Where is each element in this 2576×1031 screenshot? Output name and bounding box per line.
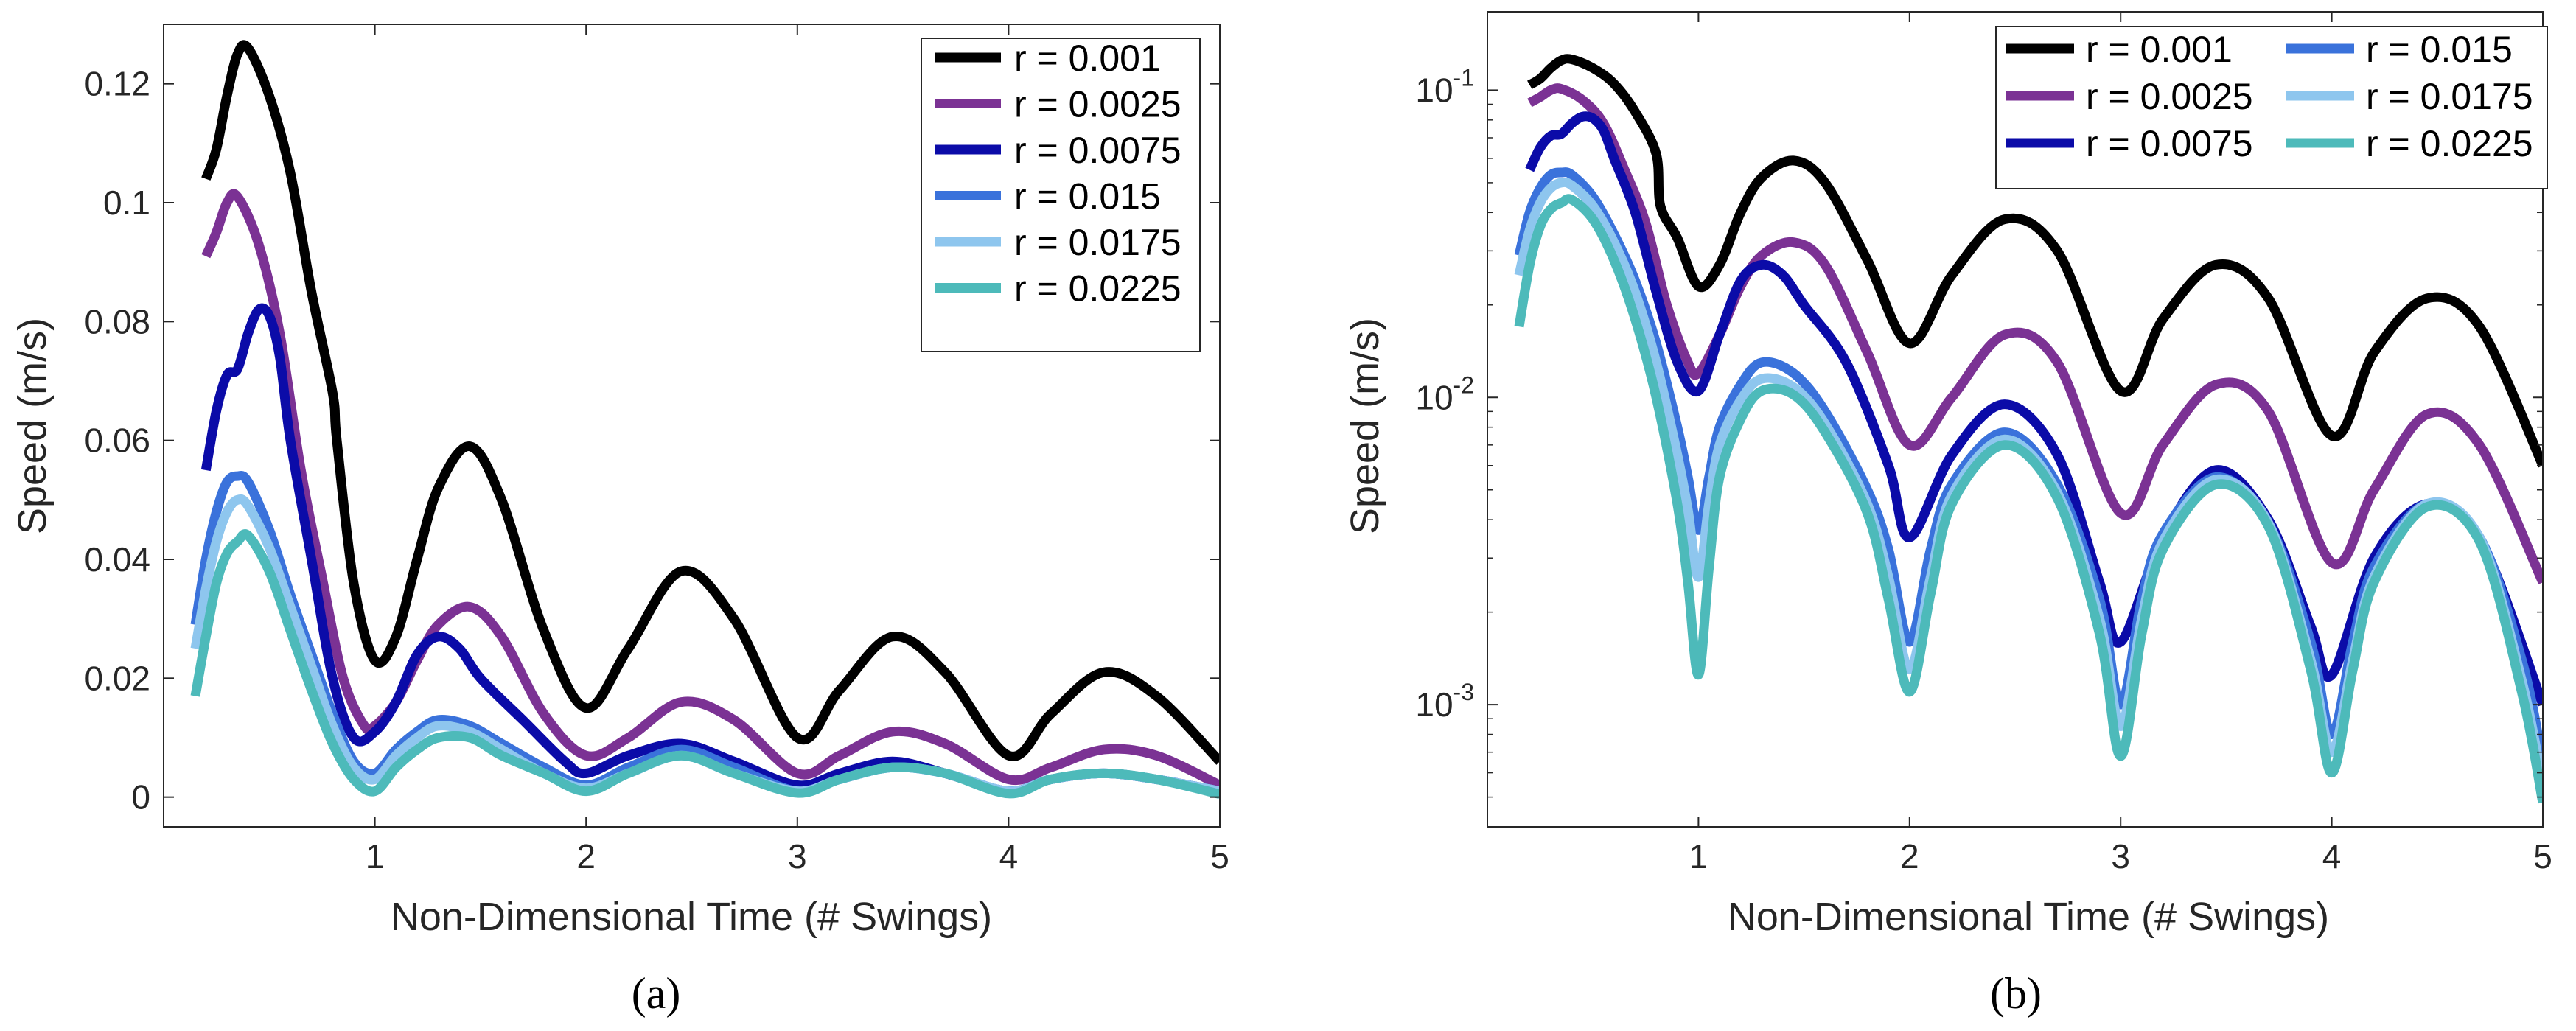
y-tick-label-a: 0 — [131, 778, 150, 817]
x-tick-label-b: 3 — [2111, 837, 2130, 876]
y-ticks-b: 10-3 10-2 10-1 — [1415, 64, 2543, 828]
chart-panel-a: 1 2 3 4 5 0 0.02 0.04 0.06 0.08 0.1 0.12 Non-Dimen… — [10, 24, 1229, 1018]
legend-label-b-2: r = 0.0075 — [2086, 123, 2253, 164]
chart-panel-b: 1 2 3 4 5 10-3 10-2 10-1 Non-Dimensional Time … — [1343, 11, 2552, 1018]
y-tick-label-a: 0.1 — [103, 184, 150, 222]
legend-label-b-1: r = 0.0025 — [2086, 76, 2253, 117]
y-tick-label-b: 10-3 — [1415, 679, 1474, 724]
caption-b: (b) — [1990, 969, 2042, 1018]
legend-label-a-1: r = 0.0025 — [1014, 84, 1181, 125]
series-line-b-5 — [1514, 194, 2543, 804]
y-tick-label-a: 0.04 — [84, 540, 150, 579]
series-line-a-0 — [201, 40, 1220, 765]
axes-box-b — [1487, 11, 2544, 828]
x-tick-label-a: 2 — [576, 837, 596, 876]
series-lines-a — [190, 40, 1220, 799]
x-tick-label-b: 2 — [1900, 837, 1919, 876]
x-tick-label-a: 5 — [1210, 837, 1229, 876]
series-line-b-2 — [1525, 111, 2543, 707]
x-axis-label-a: Non-Dimensional Time (# Swings) — [391, 895, 992, 939]
x-axis-label-b: Non-Dimensional Time (# Swings) — [1728, 895, 2329, 939]
legend-items-b: r = 0.001 r = 0.0025 r = 0.0075 r = 0.015 r … — [2006, 29, 2533, 164]
legend-label-b-4: r = 0.0175 — [2366, 76, 2533, 117]
series-line-a-5 — [190, 529, 1220, 799]
x-ticks-a: 1 2 3 4 5 — [366, 24, 1229, 876]
x-ticks-b: 1 2 3 4 5 — [1689, 12, 2552, 876]
x-tick-label-a: 3 — [788, 837, 807, 876]
legend-label-b-3: r = 0.015 — [2366, 29, 2513, 70]
caption-a: (a) — [632, 969, 681, 1018]
legend-label-a-4: r = 0.0175 — [1014, 222, 1181, 263]
x-tick-label-a: 4 — [999, 837, 1019, 876]
y-axis-label-b: Speed (m/s) — [1343, 318, 1387, 534]
y-tick-label-b: 10-1 — [1415, 64, 1474, 109]
legend-label-b-0: r = 0.001 — [2086, 29, 2233, 70]
y-tick-label-a: 0.08 — [84, 302, 150, 340]
x-tick-label-a: 1 — [366, 837, 385, 876]
x-tick-label-b: 4 — [2322, 837, 2342, 876]
legend-b: r = 0.001 r = 0.0025 r = 0.0075 r = 0.015 r … — [1995, 26, 2548, 189]
legend-label-a-5: r = 0.0225 — [1014, 268, 1181, 310]
legend-items-a: r = 0.001 r = 0.0025 r = 0.0075 r = 0.015 r … — [935, 38, 1181, 310]
legend-label-a-2: r = 0.0075 — [1014, 130, 1181, 171]
legend-label-a-3: r = 0.015 — [1014, 176, 1161, 217]
x-tick-label-b: 5 — [2533, 837, 2552, 876]
y-tick-label-a: 0.02 — [84, 659, 150, 697]
legend-label-a-0: r = 0.001 — [1014, 38, 1161, 79]
series-line-b-1 — [1527, 83, 2543, 584]
legend-label-b-5: r = 0.0225 — [2366, 123, 2533, 164]
y-axis-label-a: Speed (m/s) — [10, 318, 55, 534]
y-tick-label-a: 0.12 — [84, 65, 150, 103]
series-line-b-0 — [1527, 54, 2543, 468]
x-tick-label-b: 1 — [1689, 837, 1708, 876]
y-ticks-a: 0 0.02 0.04 0.06 0.08 0.1 0.12 — [84, 65, 1220, 817]
legend-a: r = 0.001 r = 0.0025 r = 0.0075 r = 0.015 r … — [921, 38, 1201, 352]
series-lines-b — [1514, 54, 2543, 804]
axes-box-a — [163, 24, 1221, 828]
y-tick-label-a: 0.06 — [84, 422, 150, 460]
legend-box-b — [1995, 26, 2548, 189]
y-tick-label-b: 10-2 — [1415, 371, 1474, 416]
